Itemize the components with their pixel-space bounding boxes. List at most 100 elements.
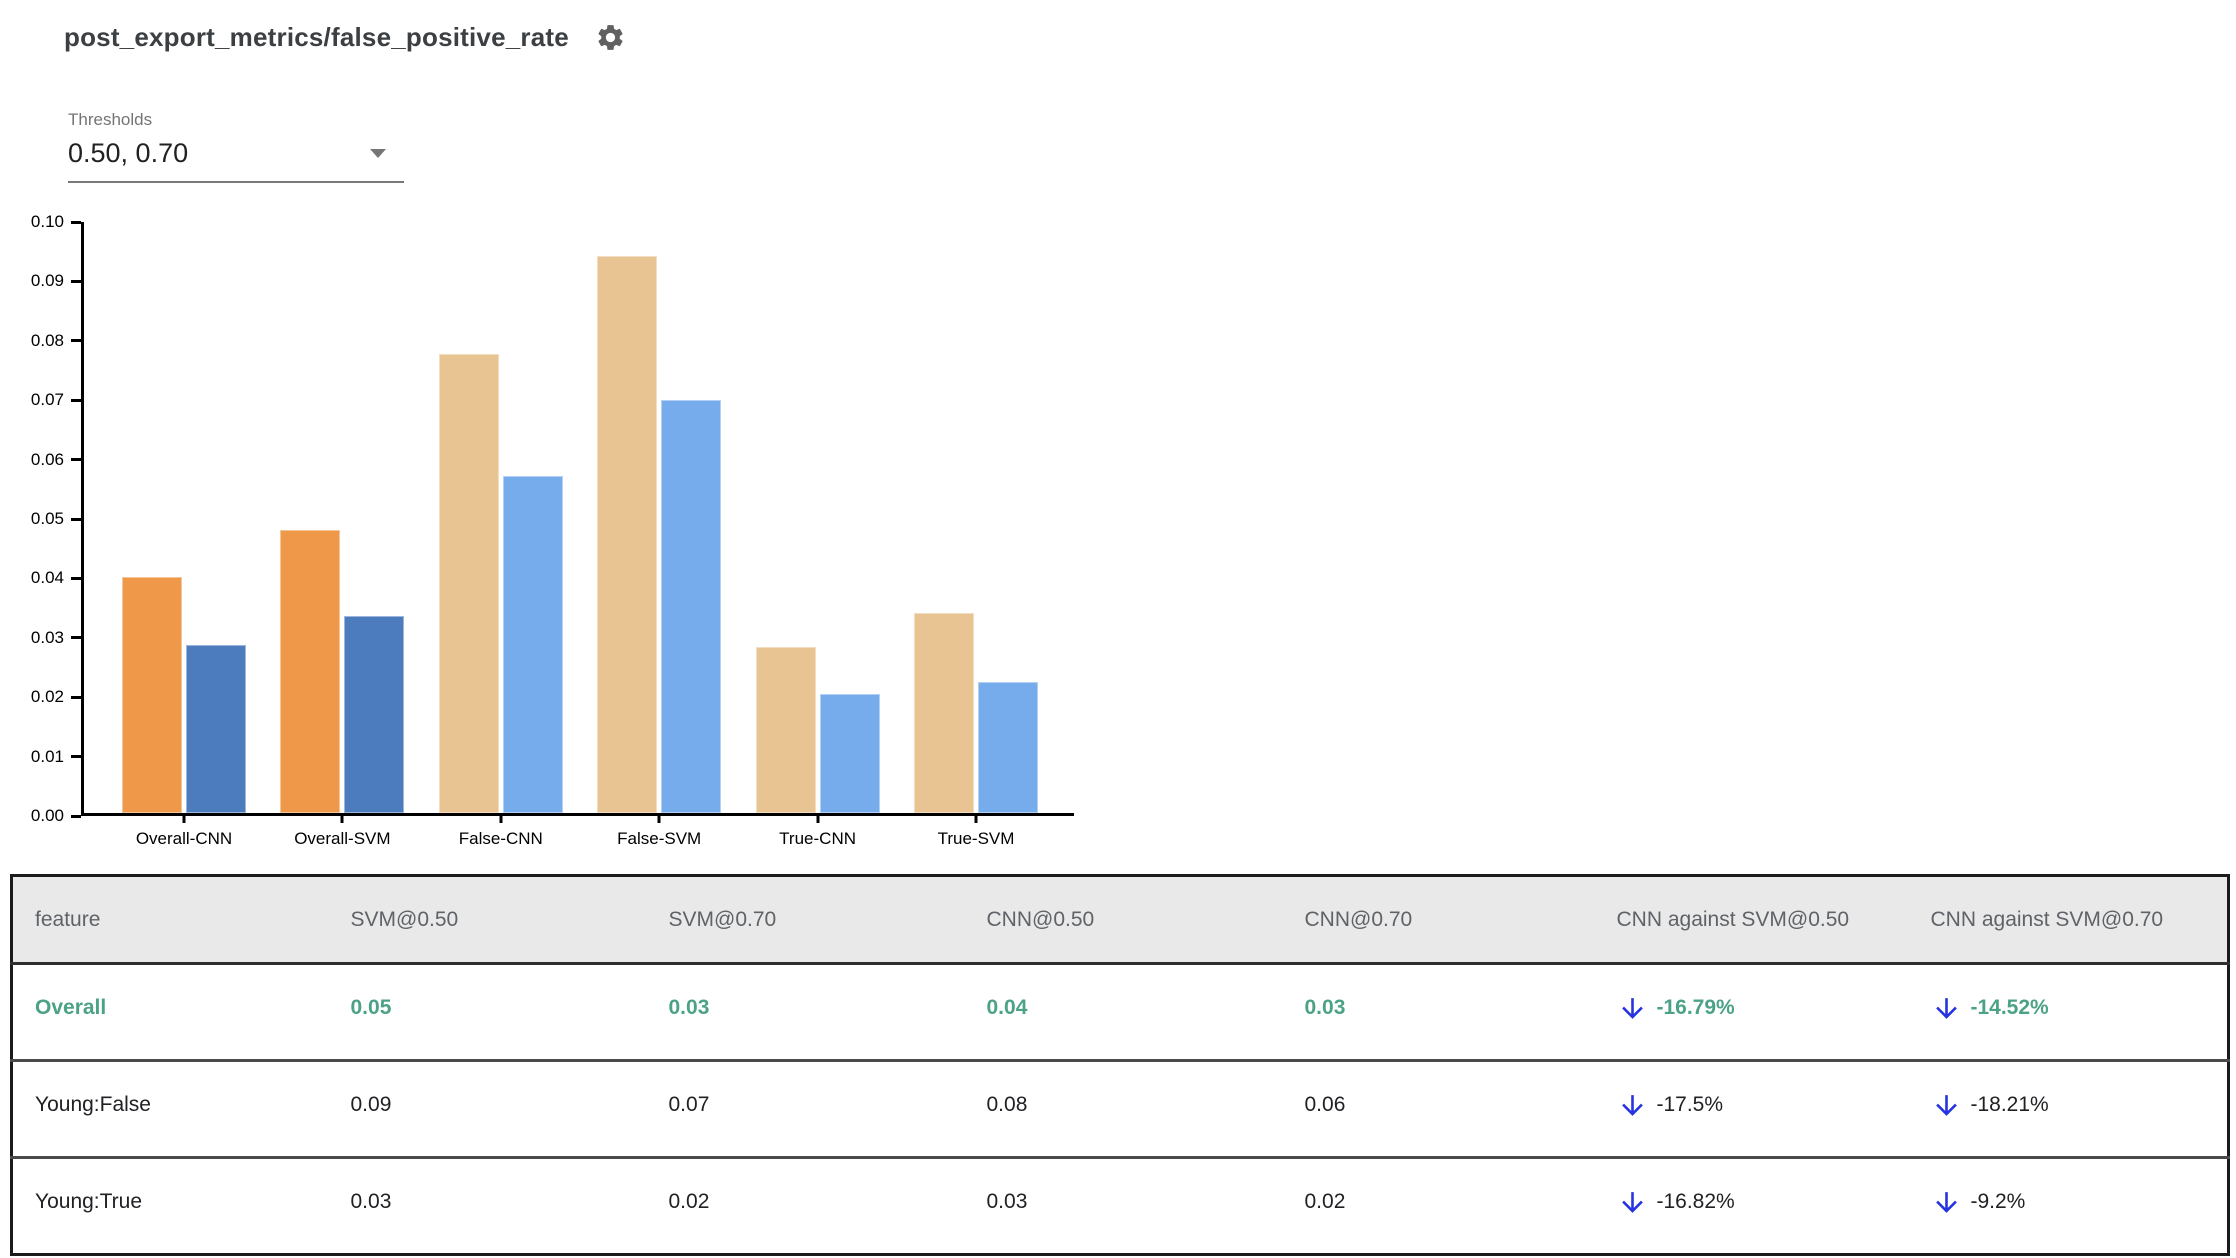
- arrow-downward-icon: [1935, 997, 1957, 1019]
- y-axis-label: 0.09: [30, 271, 64, 291]
- delta-cell: -9.2%: [1931, 1158, 2229, 1255]
- table-body: Overall 0.05 0.03 0.04 0.03 -16.79% -14.52% You…: [11, 963, 2229, 1255]
- y-axis-label: 0.01: [30, 746, 64, 766]
- bar-group-False-SVM: [597, 256, 722, 813]
- delta-cell: -18.21%: [1931, 1061, 2229, 1158]
- bar-group-True-SVM: [914, 612, 1038, 813]
- x-axis-label: True-CNN: [779, 829, 857, 848]
- x-axis-tick: [657, 813, 661, 823]
- column-header-cnn-against-svm-0-70: CNN against SVM@0.70: [1930, 907, 2164, 931]
- delta-value: -9.2%: [1970, 1190, 2026, 1213]
- thresholds-select[interactable]: 0.50, 0.70: [68, 138, 404, 183]
- x-axis-tick: [974, 813, 978, 823]
- delta-cell: -16.79%: [1617, 964, 1931, 1061]
- y-axis-label: 0.00: [30, 806, 64, 825]
- x-axis-label: Overall-CNN: [135, 829, 233, 848]
- column-header-feature: feature: [35, 907, 101, 931]
- metric-title: post_export_metrics/false_positive_rate: [64, 22, 569, 52]
- bar-Overall-SVM-threshold0.70[interactable]: [344, 615, 405, 813]
- y-axis-label: 0.06: [30, 449, 64, 469]
- x-axis-tick: [182, 813, 186, 823]
- bar-True-CNN-threshold0.70[interactable]: [819, 694, 880, 813]
- arrow-downward-icon: [1935, 1094, 1957, 1116]
- metric-value-cell: 0.08: [986, 1093, 1028, 1116]
- column-header-svm-0-50: SVM@0.50: [350, 907, 459, 931]
- delta-value: -18.21%: [1970, 1093, 2049, 1116]
- y-axis-tick: [71, 279, 81, 283]
- y-axis-tick: [71, 755, 81, 759]
- bar-False-CNN-threshold0.70[interactable]: [502, 476, 563, 813]
- bar-True-SVM-threshold0.70[interactable]: [978, 682, 1038, 813]
- metric-value-cell: 0.03: [350, 1190, 392, 1213]
- bar-Overall-SVM-threshold0.50[interactable]: [280, 529, 341, 813]
- feature-cell: Overall: [35, 996, 107, 1019]
- delta-value: -16.79%: [1656, 996, 1735, 1019]
- metric-header: post_export_metrics/false_positive_rate: [64, 22, 626, 53]
- arrow-downward-icon: [1935, 1191, 1957, 1213]
- metric-value-cell: 0.05: [350, 996, 392, 1019]
- column-header-cnn-against-svm-0-50: CNN against SVM@0.50: [1616, 907, 1850, 931]
- column-header-cnn-0-50: CNN@0.50: [986, 907, 1095, 931]
- gear-icon[interactable]: [595, 22, 626, 53]
- x-axis-label: False-CNN: [458, 829, 543, 848]
- x-axis-tick: [816, 813, 820, 823]
- bar-False-SVM-threshold0.70[interactable]: [661, 400, 722, 813]
- table-row-overall: Overall 0.05 0.03 0.04 0.03 -16.79% -14.52%: [11, 963, 2229, 1061]
- delta-value: -14.52%: [1970, 996, 2049, 1019]
- metric-value-cell: 0.03: [986, 1190, 1028, 1213]
- bar-group-Overall-SVM: [280, 529, 405, 813]
- y-axis-tick: [71, 576, 81, 580]
- column-header-cnn-0-70: CNN@0.70: [1304, 907, 1413, 931]
- metric-value-cell: 0.09: [350, 1093, 392, 1116]
- arrow-downward-icon: [1621, 1094, 1643, 1116]
- bar-group-False-CNN: [438, 353, 563, 813]
- y-axis-label: 0.05: [30, 509, 64, 528]
- delta-cell: -17.5%: [1617, 1061, 1931, 1158]
- bar-group-Overall-CNN: [122, 577, 246, 813]
- metric-value-cell: 0.02: [668, 1190, 710, 1213]
- metric-value-cell: 0.06: [1304, 1093, 1346, 1116]
- bar-Overall-CNN-threshold0.50[interactable]: [122, 577, 182, 813]
- y-axis-label: 0.03: [30, 627, 64, 647]
- bar-group-True-CNN: [755, 646, 880, 813]
- y-axis-label: 0.08: [30, 330, 64, 350]
- metrics-table: feature SVM@0.50 SVM@0.70 CNN@0.50 CNN@0.70 C…: [10, 874, 2230, 1256]
- y-axis-label: 0.07: [30, 390, 64, 410]
- y-axis-tick: [71, 339, 81, 343]
- metric-value-cell: 0.03: [668, 996, 710, 1019]
- delta-value: -16.82%: [1656, 1190, 1735, 1213]
- feature-cell: Young:False: [35, 1093, 151, 1116]
- bar-False-CNN-threshold0.50[interactable]: [438, 353, 499, 813]
- thresholds-value: 0.50, 0.70: [68, 138, 189, 168]
- y-axis-label: 0.10: [30, 212, 64, 231]
- table-row-young-false: Young:False 0.09 0.07 0.08 0.06 -17.5% -18.21%: [11, 1060, 2229, 1158]
- delta-cell: -16.82%: [1617, 1158, 1931, 1255]
- x-axis-label: Overall-SVM: [294, 829, 391, 848]
- x-axis-label: False-SVM: [617, 829, 702, 848]
- arrow-downward-icon: [1621, 997, 1643, 1019]
- plot-area: 0.00 0.01 0.02 0.03 0.04 0.05 0.06 0.07 0.08 0.09…: [31, 212, 1074, 848]
- bar-True-SVM-threshold0.50[interactable]: [914, 612, 974, 813]
- delta-cell: -14.52%: [1931, 964, 2229, 1061]
- arrow-downward-icon: [1621, 1191, 1643, 1213]
- table-header: feature SVM@0.50 SVM@0.70 CNN@0.50 CNN@0.70 C…: [11, 875, 2229, 964]
- bar-Overall-CNN-threshold0.70[interactable]: [186, 644, 246, 813]
- delta-value: -17.5%: [1656, 1093, 1724, 1116]
- thresholds-dropdown[interactable]: Thresholds 0.50, 0.70: [68, 110, 404, 183]
- y-axis-tick: [71, 517, 81, 521]
- bar-False-SVM-threshold0.50[interactable]: [597, 256, 658, 813]
- y-axis-tick: [71, 220, 81, 224]
- y-axis-label: 0.04: [30, 568, 64, 588]
- metric-value-cell: 0.07: [668, 1093, 710, 1116]
- x-axis-label: True-SVM: [937, 829, 1015, 848]
- table-row-young-true: Young:True 0.03 0.02 0.03 0.02 -16.82% -9.2%: [11, 1157, 2229, 1255]
- feature-cell: Young:True: [35, 1190, 143, 1213]
- x-axis-tick: [499, 813, 503, 823]
- y-axis-tick: [71, 398, 81, 402]
- bar-True-CNN-threshold0.50[interactable]: [755, 646, 816, 813]
- metric-value-cell: 0.04: [986, 996, 1028, 1019]
- metric-value-cell: 0.03: [1304, 996, 1346, 1019]
- y-axis-tick: [71, 458, 81, 462]
- column-header-svm-0-70: SVM@0.70: [668, 907, 777, 931]
